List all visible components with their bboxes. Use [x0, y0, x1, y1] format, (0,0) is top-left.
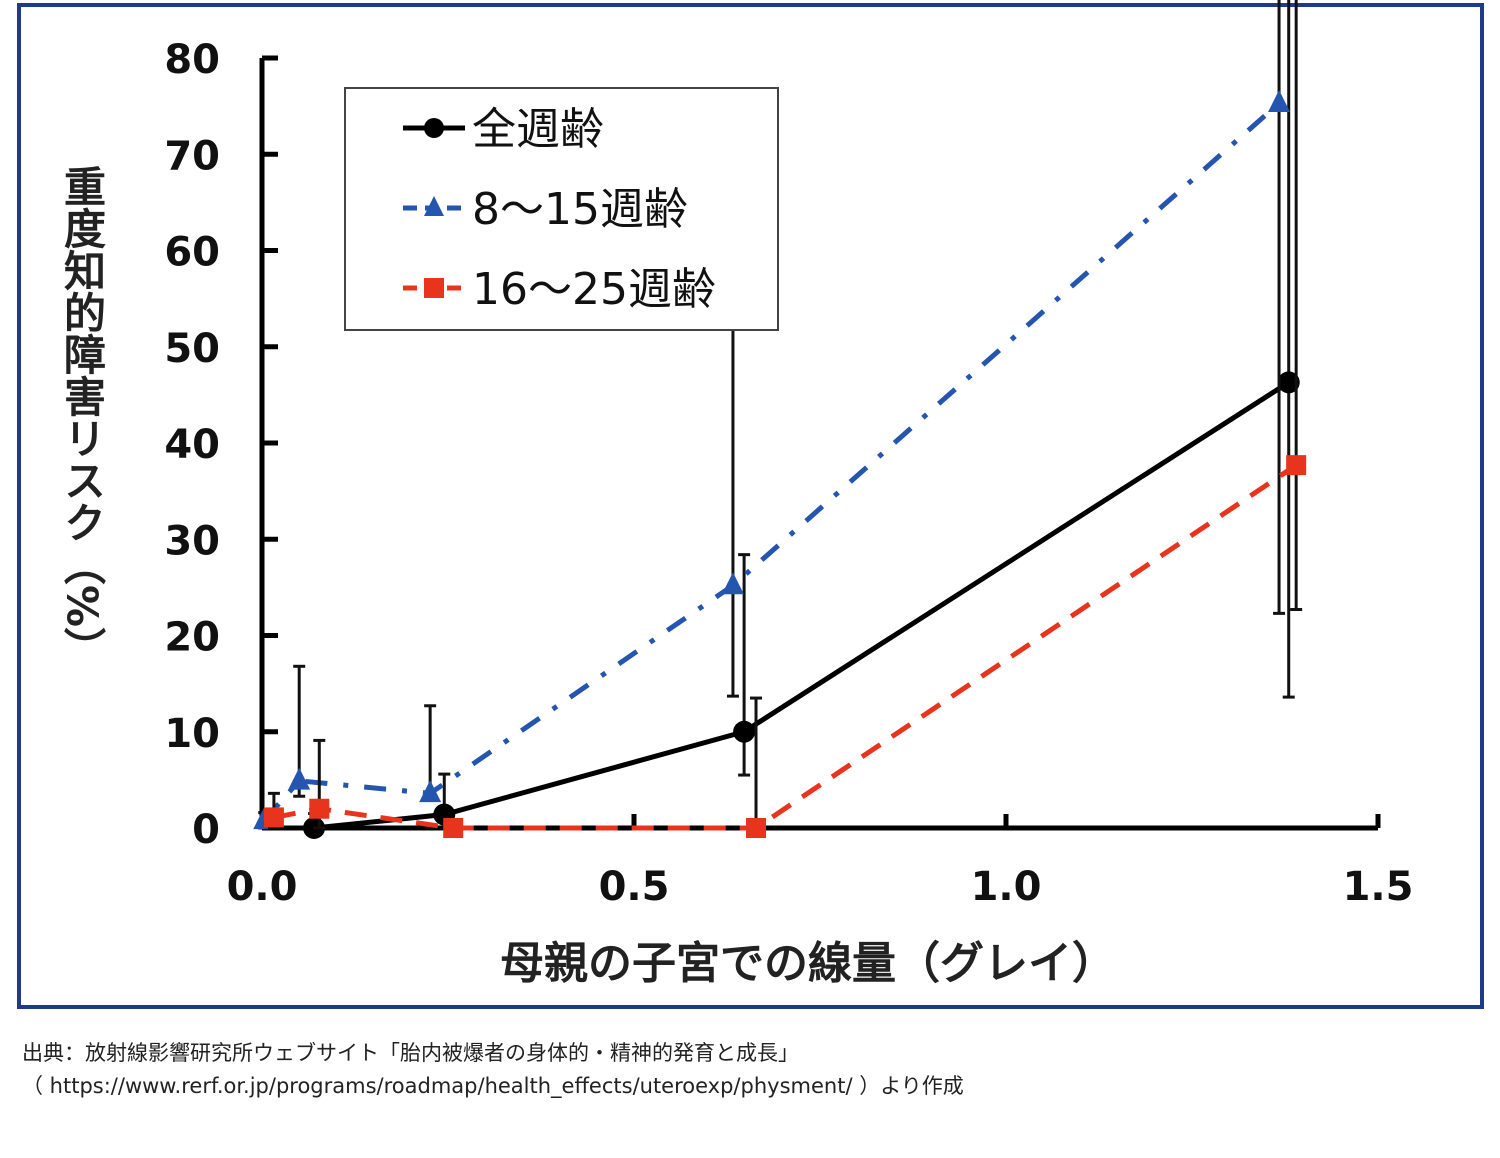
y-tick-label: 0 — [192, 807, 220, 853]
y-axis-label: 重度知的障害リスク（%） — [58, 165, 107, 669]
data-point — [746, 818, 767, 838]
legend-item: 全週齢 — [403, 104, 604, 155]
data-point — [733, 720, 756, 743]
legend-item: 8～15週齢 — [403, 184, 688, 235]
legend-label: 全週齢 — [472, 104, 604, 155]
legend-label: 16～25週齢 — [472, 264, 716, 315]
legend-item: 16～25週齢 — [403, 264, 716, 315]
data-point — [1268, 90, 1291, 113]
data-point — [1286, 455, 1307, 476]
y-tick-label: 10 — [164, 711, 220, 757]
data-point — [419, 780, 442, 803]
data-point — [288, 767, 311, 790]
y-tick-label: 50 — [164, 326, 220, 372]
data-point — [424, 196, 444, 216]
y-tick-label: 20 — [164, 615, 220, 661]
y-tick-label: 80 — [164, 37, 220, 83]
y-tick-label: 70 — [164, 133, 220, 179]
data-point — [1277, 371, 1300, 394]
source-line-2: （ https://www.rerf.or.jp/programs/roadma… — [22, 1074, 964, 1098]
legend: 全週齢 8～15週齢 16～25週齢 — [344, 87, 779, 331]
x-tick-label: 0.0 — [227, 864, 298, 910]
x-axis-label: 母親の子宮での線量（グレイ） — [500, 938, 1116, 989]
series-square — [263, 0, 1307, 838]
x-tick-label: 1.0 — [971, 864, 1042, 910]
data-point — [309, 798, 330, 819]
data-point — [263, 807, 284, 828]
y-tick-label: 40 — [164, 422, 220, 468]
x-tick-label: 0.5 — [599, 864, 670, 910]
series-circle — [303, 0, 1300, 839]
legend-label: 8～15週齢 — [472, 184, 688, 235]
data-point — [424, 278, 444, 298]
chart: 0 10 20 30 40 50 60 70 80 0.0 0.5 1.0 1.5 重度知的障害リスク（… — [17, 0, 1484, 1009]
data-point — [721, 572, 744, 595]
data-point — [424, 118, 444, 138]
y-tick-label: 30 — [164, 518, 220, 564]
x-tick-label: 1.5 — [1343, 864, 1414, 910]
data-point — [443, 818, 464, 838]
source-line-1: 出典：放射線影響研究所ウェブサイト「胎内被爆者の身体的・精神的発育と成長」 — [22, 1041, 799, 1065]
y-tick-label: 60 — [164, 230, 220, 276]
series-line — [313, 380, 1291, 831]
